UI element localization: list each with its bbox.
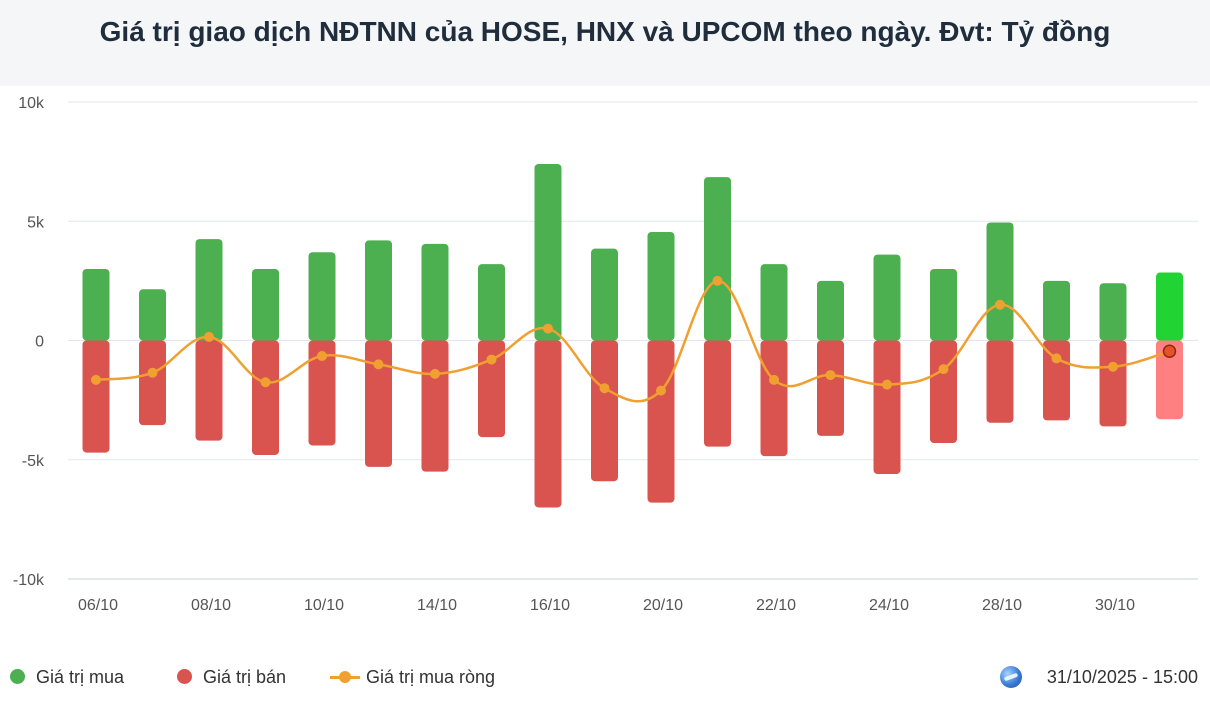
net-point — [882, 379, 892, 390]
net-point — [1051, 353, 1062, 364]
y-tick-label: -10k — [13, 572, 45, 589]
buy-bar — [421, 243, 449, 341]
net-point — [995, 299, 1005, 310]
y-tick-label: 10k — [18, 95, 45, 112]
sell-bar — [647, 340, 675, 503]
buy-bar — [704, 177, 731, 341]
sell-bar — [986, 340, 1014, 423]
x-tick-label: 06/10 — [78, 597, 118, 614]
net-line-layer — [91, 275, 1177, 403]
sell-bar — [930, 340, 957, 444]
x-tick-label: 20/10 — [643, 597, 683, 614]
net-point — [938, 364, 949, 375]
sell-bar — [195, 340, 223, 441]
buy-bar — [986, 222, 1014, 341]
net-point — [599, 383, 610, 394]
net-point — [373, 359, 384, 370]
x-tick-label: 28/10 — [982, 597, 1022, 614]
sell-bar — [421, 340, 449, 472]
net-point — [317, 351, 327, 362]
legend-sell-marker — [177, 669, 192, 684]
net-point — [147, 367, 158, 378]
sell-bar — [308, 340, 336, 446]
buy-bar — [930, 268, 957, 341]
sell-bars — [82, 340, 1183, 508]
sell-bar — [760, 340, 788, 457]
chart-legend: Giá trị mua Giá trị bán Giá trị mua ròng… — [0, 664, 1210, 690]
legend-buy-label: Giá trị mua — [36, 667, 125, 687]
sell-bar — [704, 340, 731, 447]
buy-bar — [817, 280, 844, 341]
buy-bar — [365, 240, 392, 341]
net-point — [656, 385, 666, 396]
globe-icon — [1000, 666, 1022, 688]
sell-bar — [478, 340, 505, 438]
buy-bar — [1043, 280, 1070, 341]
net-point — [430, 368, 440, 379]
net-point — [825, 370, 836, 381]
buy-bar — [873, 254, 901, 341]
chart-title: Giá trị giao dịch NĐTNN của HOSE, HNX và… — [99, 16, 1111, 47]
buy-bar — [195, 239, 223, 341]
x-tick-label: 16/10 — [530, 597, 570, 614]
buy-bar — [760, 264, 788, 341]
legend-item-sell[interactable]: Giá trị bán — [177, 664, 307, 690]
legend-buy-marker — [10, 669, 25, 684]
sell-bar — [252, 340, 279, 455]
net-point — [260, 377, 271, 388]
buy-bars — [82, 164, 1183, 341]
axis-labels: 10k 5k 0 -5k -10k 06/10 08/10 10/10 14/10 16/10 20… — [13, 95, 1135, 614]
sell-bar — [82, 340, 110, 453]
buy-bar — [534, 164, 562, 341]
net-point — [204, 331, 214, 342]
y-tick-label: 0 — [35, 334, 44, 351]
sell-bar — [817, 340, 844, 436]
x-tick-label: 08/10 — [191, 597, 231, 614]
buy-bar — [591, 248, 618, 341]
legend-net-label: Giá trị mua ròng — [366, 667, 496, 687]
timestamp: 31/10/2025 - 15:00 — [1046, 667, 1198, 687]
net-point — [486, 354, 497, 365]
x-tick-label: 22/10 — [756, 597, 796, 614]
x-tick-label: 10/10 — [304, 597, 344, 614]
buy-bar — [82, 268, 110, 341]
sell-bar — [1156, 340, 1183, 420]
buy-bar — [478, 264, 505, 341]
buy-bar — [252, 268, 279, 341]
legend-item-net[interactable]: Giá trị mua ròng — [330, 664, 520, 690]
sell-bar — [365, 340, 392, 467]
buy-bar — [308, 252, 336, 341]
sell-bar — [1099, 340, 1127, 427]
grid-layer — [68, 101, 1198, 580]
x-tick-label: 30/10 — [1095, 597, 1135, 614]
buy-bar — [647, 231, 675, 341]
sell-bar — [139, 340, 166, 426]
net-point — [543, 323, 553, 334]
sell-bar — [534, 340, 562, 508]
x-tick-label: 14/10 — [417, 597, 457, 614]
net-line — [95, 279, 1170, 403]
buy-bar — [1099, 283, 1127, 341]
y-tick-label: -5k — [22, 453, 45, 470]
net-point — [1108, 361, 1118, 372]
sell-bar — [591, 340, 618, 482]
legend-item-buy[interactable]: Giá trị mua — [10, 664, 140, 690]
legend-net-dot-marker — [339, 671, 351, 683]
buy-bar — [139, 289, 166, 341]
sell-bar — [873, 340, 901, 475]
x-tick-label: 24/10 — [869, 597, 909, 614]
buy-bar — [1156, 272, 1183, 341]
net-point — [769, 374, 779, 385]
net-point — [91, 374, 101, 385]
legend-sell-label: Giá trị bán — [203, 667, 287, 687]
y-tick-label: 5k — [27, 214, 45, 231]
net-point — [1162, 344, 1177, 358]
net-point — [712, 275, 723, 286]
